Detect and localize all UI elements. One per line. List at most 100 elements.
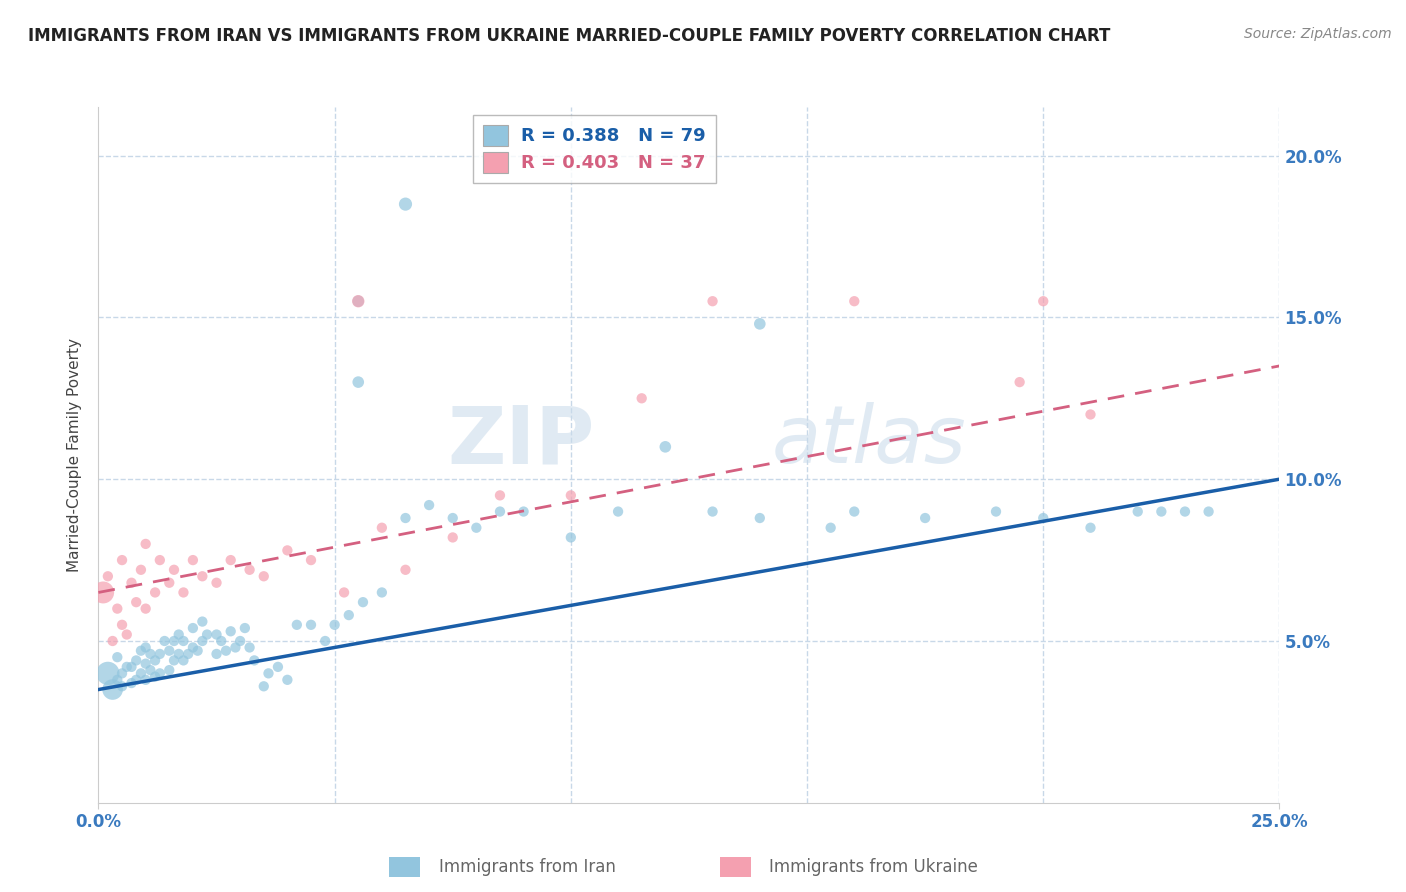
- Point: [139, 663, 162, 677]
- Point: [465, 521, 488, 535]
- Point: [115, 660, 138, 674]
- Point: [371, 521, 394, 535]
- Point: [512, 504, 534, 518]
- Point: [489, 504, 512, 518]
- Point: [323, 617, 346, 632]
- Point: [163, 634, 186, 648]
- Point: [195, 627, 218, 641]
- Point: [1008, 375, 1031, 389]
- Text: atlas: atlas: [772, 402, 966, 480]
- Point: [172, 585, 194, 599]
- Point: [276, 543, 298, 558]
- Point: [97, 569, 120, 583]
- Point: [267, 660, 290, 674]
- Point: [129, 666, 152, 681]
- Point: [129, 563, 152, 577]
- Point: [253, 679, 276, 693]
- Point: [191, 634, 214, 648]
- Point: [205, 575, 228, 590]
- Point: [101, 682, 124, 697]
- Point: [191, 615, 214, 629]
- Point: [143, 585, 166, 599]
- Point: [105, 673, 128, 687]
- Text: ZIP: ZIP: [447, 402, 595, 480]
- Point: [702, 504, 724, 518]
- Point: [135, 673, 157, 687]
- Point: [239, 640, 262, 655]
- Point: [441, 531, 464, 545]
- Point: [157, 663, 180, 677]
- Point: [239, 563, 262, 577]
- Point: [914, 511, 936, 525]
- Point: [187, 643, 209, 657]
- Point: [153, 634, 176, 648]
- Point: [121, 676, 143, 690]
- Point: [299, 617, 322, 632]
- Point: [489, 488, 512, 502]
- Point: [219, 624, 242, 639]
- Point: [844, 504, 866, 518]
- Point: [172, 653, 194, 667]
- Point: [441, 511, 464, 525]
- Point: [97, 666, 120, 681]
- Point: [285, 617, 308, 632]
- Point: [984, 504, 1007, 518]
- Point: [105, 601, 128, 615]
- Point: [135, 640, 157, 655]
- Point: [333, 585, 356, 599]
- Point: [654, 440, 676, 454]
- Point: [191, 569, 214, 583]
- Point: [1126, 504, 1149, 518]
- Point: [844, 294, 866, 309]
- Text: Immigrants from Iran: Immigrants from Iran: [439, 858, 616, 876]
- Point: [111, 666, 134, 681]
- Point: [149, 666, 172, 681]
- Point: [111, 679, 134, 693]
- Point: [121, 660, 143, 674]
- Point: [233, 621, 256, 635]
- Point: [111, 617, 134, 632]
- Point: [394, 511, 416, 525]
- Point: [276, 673, 298, 687]
- Point: [1198, 504, 1220, 518]
- Point: [347, 294, 370, 309]
- Point: [163, 653, 186, 667]
- Text: Immigrants from Ukraine: Immigrants from Ukraine: [769, 858, 979, 876]
- Point: [177, 647, 200, 661]
- Point: [143, 653, 166, 667]
- Point: [121, 575, 143, 590]
- Point: [229, 634, 252, 648]
- Point: [418, 498, 440, 512]
- Point: [167, 627, 190, 641]
- Point: [560, 488, 582, 502]
- Point: [205, 627, 228, 641]
- Point: [215, 643, 238, 657]
- Point: [125, 595, 148, 609]
- Point: [347, 375, 370, 389]
- Point: [157, 575, 180, 590]
- Point: [205, 647, 228, 661]
- Point: [135, 657, 157, 671]
- Point: [167, 647, 190, 661]
- Point: [748, 511, 770, 525]
- Legend: R = 0.388   N = 79, R = 0.403   N = 37: R = 0.388 N = 79, R = 0.403 N = 37: [472, 115, 716, 183]
- Point: [101, 634, 124, 648]
- Point: [243, 653, 266, 667]
- Point: [560, 531, 582, 545]
- Point: [219, 553, 242, 567]
- Point: [1174, 504, 1197, 518]
- Point: [163, 563, 186, 577]
- Point: [352, 595, 374, 609]
- Point: [224, 640, 246, 655]
- Point: [820, 521, 842, 535]
- Point: [172, 634, 194, 648]
- Point: [1032, 511, 1054, 525]
- Point: [394, 197, 416, 211]
- Point: [149, 553, 172, 567]
- Point: [337, 608, 360, 623]
- Point: [125, 653, 148, 667]
- Point: [157, 643, 180, 657]
- Point: [129, 643, 152, 657]
- Point: [630, 392, 652, 406]
- Point: [111, 553, 134, 567]
